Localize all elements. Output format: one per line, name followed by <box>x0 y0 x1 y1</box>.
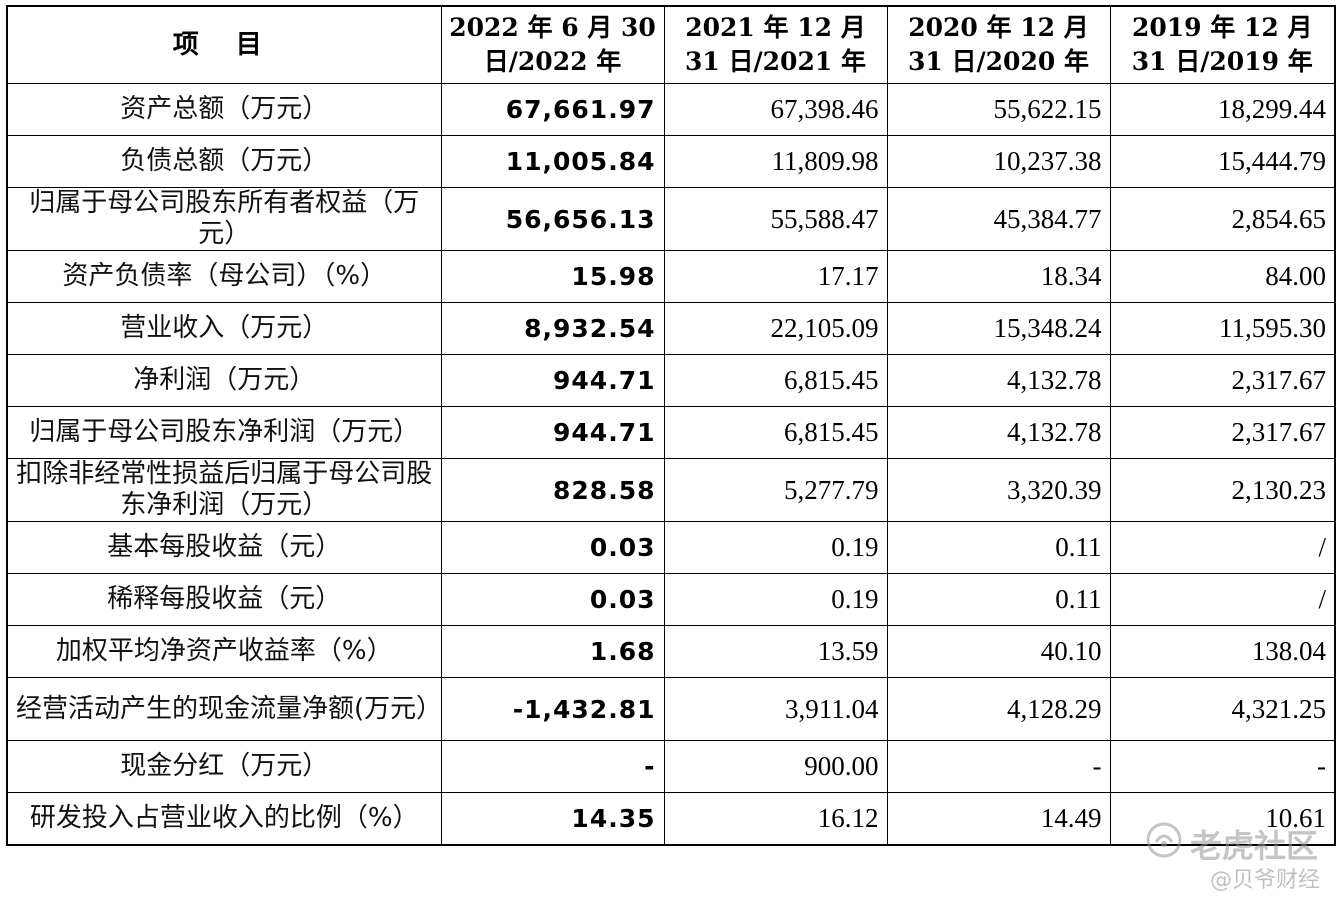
row-label: 稀释每股收益（元） <box>6 573 442 626</box>
cell-value: - <box>1109 740 1336 793</box>
row-label: 营业收入（万元） <box>6 302 442 355</box>
cell-value: 828.58 <box>440 458 665 522</box>
table-row: 归属于母公司股东所有者权益（万元） 56,656.13 55,588.47 45… <box>6 187 1336 251</box>
cell-value: 6,815.45 <box>663 354 888 407</box>
cell-value: 900.00 <box>663 740 888 793</box>
table-row: 经营活动产生的现金流量净额(万元） -1,432.81 3,911.04 4,1… <box>6 677 1336 741</box>
row-label: 归属于母公司股东净利润（万元） <box>6 406 442 459</box>
financial-table-container: 项 目 2022 年 6 月 30 日/2022 年 2021 年 12 月 3… <box>6 5 1336 902</box>
cell-value: 14.49 <box>886 792 1111 846</box>
cell-value: 944.71 <box>440 354 665 407</box>
cell-value: 84.00 <box>1109 250 1336 303</box>
row-label: 研发投入占营业收入的比例（%） <box>6 792 442 846</box>
cell-value: 16.12 <box>663 792 888 846</box>
cell-value: 0.19 <box>663 573 888 626</box>
cell-value: 4,132.78 <box>886 406 1111 459</box>
row-label: 扣除非经常性损益后归属于母公司股东净利润（万元） <box>6 458 442 522</box>
table-row: 现金分红（万元） - 900.00 - - <box>6 740 1336 793</box>
row-label: 资产总额（万元） <box>6 83 442 136</box>
cell-value: 67,661.97 <box>440 83 665 136</box>
cell-value: 67,398.46 <box>663 83 888 136</box>
cell-value: 0.03 <box>440 573 665 626</box>
table-row: 营业收入（万元） 8,932.54 22,105.09 15,348.24 11… <box>6 302 1336 355</box>
cell-value: 10.61 <box>1109 792 1336 846</box>
cell-value: 13.59 <box>663 625 888 678</box>
cell-value: 1.68 <box>440 625 665 678</box>
table-row: 稀释每股收益（元） 0.03 0.19 0.11 / <box>6 573 1336 626</box>
cell-value: 11,005.84 <box>440 135 665 188</box>
cell-value: 944.71 <box>440 406 665 459</box>
header-period-2021: 2021 年 12 月 31 日/2021 年 <box>663 5 888 84</box>
cell-value: 0.11 <box>886 573 1111 626</box>
cell-value: 17.17 <box>663 250 888 303</box>
cell-value: 138.04 <box>1109 625 1336 678</box>
cell-value: - <box>440 740 665 793</box>
cell-value: 55,588.47 <box>663 187 888 251</box>
cell-value: 15,348.24 <box>886 302 1111 355</box>
table-header-row: 项 目 2022 年 6 月 30 日/2022 年 2021 年 12 月 3… <box>6 5 1336 84</box>
header-period-2022h1: 2022 年 6 月 30 日/2022 年 <box>440 5 665 84</box>
table-row: 负债总额（万元） 11,005.84 11,809.98 10,237.38 1… <box>6 135 1336 188</box>
cell-value: 14.35 <box>440 792 665 846</box>
cell-value: 11,809.98 <box>663 135 888 188</box>
row-label: 归属于母公司股东所有者权益（万元） <box>6 187 442 251</box>
header-period-2019: 2019 年 12 月 31 日/2019 年 <box>1109 5 1336 84</box>
row-label: 资产负债率（母公司）（%） <box>6 250 442 303</box>
table-row: 基本每股收益（元） 0.03 0.19 0.11 / <box>6 521 1336 574</box>
row-label: 基本每股收益（元） <box>6 521 442 574</box>
cell-value: 2,317.67 <box>1109 406 1336 459</box>
row-label: 负债总额（万元） <box>6 135 442 188</box>
table-row: 净利润（万元） 944.71 6,815.45 4,132.78 2,317.6… <box>6 354 1336 407</box>
table-row: 加权平均净资产收益率（%） 1.68 13.59 40.10 138.04 <box>6 625 1336 678</box>
cell-value: 22,105.09 <box>663 302 888 355</box>
row-label: 现金分红（万元） <box>6 740 442 793</box>
cell-value: 18,299.44 <box>1109 83 1336 136</box>
row-label: 加权平均净资产收益率（%） <box>6 625 442 678</box>
cell-value: 0.19 <box>663 521 888 574</box>
cell-value: 0.11 <box>886 521 1111 574</box>
cell-value: 4,128.29 <box>886 677 1111 741</box>
cell-value: 45,384.77 <box>886 187 1111 251</box>
cell-value: 5,277.79 <box>663 458 888 522</box>
cell-value: 11,595.30 <box>1109 302 1336 355</box>
cell-value: -1,432.81 <box>440 677 665 741</box>
cell-value: 3,911.04 <box>663 677 888 741</box>
cell-value: 6,815.45 <box>663 406 888 459</box>
table-row: 资产负债率（母公司）（%） 15.98 17.17 18.34 84.00 <box>6 250 1336 303</box>
cell-value: 10,237.38 <box>886 135 1111 188</box>
cell-value: - <box>886 740 1111 793</box>
cell-value: / <box>1109 573 1336 626</box>
table-row: 资产总额（万元） 67,661.97 67,398.46 55,622.15 1… <box>6 83 1336 136</box>
header-item: 项 目 <box>6 5 442 84</box>
cell-value: 55,622.15 <box>886 83 1111 136</box>
cell-value: 0.03 <box>440 521 665 574</box>
cell-value: 3,320.39 <box>886 458 1111 522</box>
cell-value: 2,854.65 <box>1109 187 1336 251</box>
cell-value: 4,321.25 <box>1109 677 1336 741</box>
header-period-2020: 2020 年 12 月 31 日/2020 年 <box>886 5 1111 84</box>
cell-value: 4,132.78 <box>886 354 1111 407</box>
cell-value: / <box>1109 521 1336 574</box>
cell-value: 18.34 <box>886 250 1111 303</box>
row-label: 净利润（万元） <box>6 354 442 407</box>
table-row: 归属于母公司股东净利润（万元） 944.71 6,815.45 4,132.78… <box>6 406 1336 459</box>
cell-value: 2,317.67 <box>1109 354 1336 407</box>
table-row: 研发投入占营业收入的比例（%） 14.35 16.12 14.49 10.61 <box>6 792 1336 846</box>
table-row: 扣除非经常性损益后归属于母公司股东净利润（万元） 828.58 5,277.79… <box>6 458 1336 522</box>
cell-value: 56,656.13 <box>440 187 665 251</box>
cell-value: 15,444.79 <box>1109 135 1336 188</box>
cell-value: 8,932.54 <box>440 302 665 355</box>
row-label: 经营活动产生的现金流量净额(万元） <box>6 677 442 741</box>
cell-value: 40.10 <box>886 625 1111 678</box>
cell-value: 15.98 <box>440 250 665 303</box>
cell-value: 2,130.23 <box>1109 458 1336 522</box>
financial-summary-table: 项 目 2022 年 6 月 30 日/2022 年 2021 年 12 月 3… <box>6 5 1336 846</box>
